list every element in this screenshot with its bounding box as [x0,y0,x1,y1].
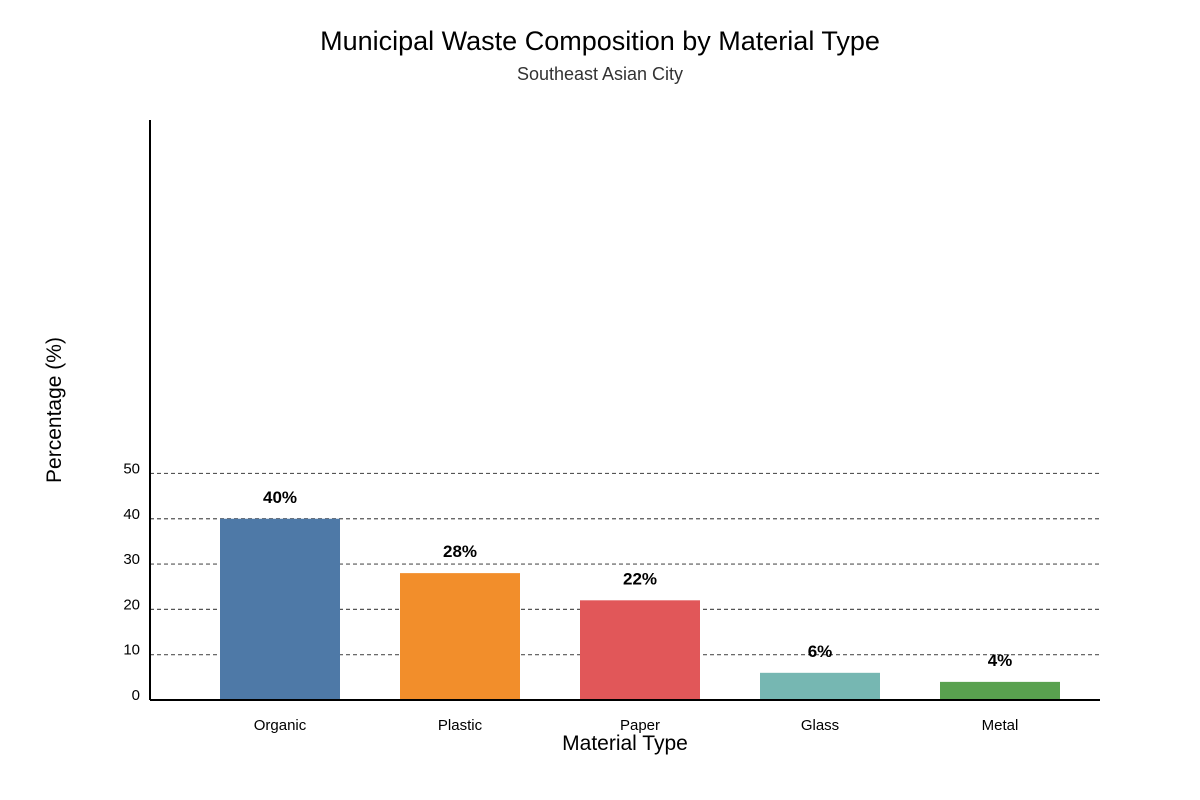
bar-metal [940,681,1060,700]
bar-organic [220,518,340,700]
gridlines [150,472,1100,656]
data-label: 40% [263,488,297,507]
y-tick-label: 20 [123,596,140,613]
bar-plastic [400,573,520,700]
data-labels: 40% 28% 22% 6% 4% [263,488,1012,670]
x-tick-label: Glass [801,717,839,734]
y-tick-label: 10 [123,642,140,659]
bars [220,518,1060,700]
chart-subtitle: Southeast Asian City [517,64,683,84]
x-tick-label: Metal [982,717,1019,734]
x-tick-label: Paper [620,717,660,734]
chart-title: Municipal Waste Composition by Material … [320,26,880,56]
data-label: 28% [443,542,477,561]
bar-paper [580,600,700,700]
y-tick-label: 30 [123,551,140,568]
y-axis-title: Percentage (%) [43,337,66,483]
y-tick-label: 0 [132,687,140,704]
x-axis-ticks: Organic Plastic Paper Glass Metal [254,717,1019,734]
y-axis-ticks: 0 10 20 30 40 50 [123,460,140,704]
data-label: 22% [623,569,657,588]
x-tick-label: Organic [254,717,307,734]
data-label: 6% [808,642,833,661]
x-axis-title: Material Type [562,732,688,755]
data-label: 4% [988,651,1013,670]
bar-glass [760,672,880,700]
x-tick-label: Plastic [438,717,483,734]
y-tick-label: 50 [123,460,140,477]
y-tick-label: 40 [123,506,140,523]
